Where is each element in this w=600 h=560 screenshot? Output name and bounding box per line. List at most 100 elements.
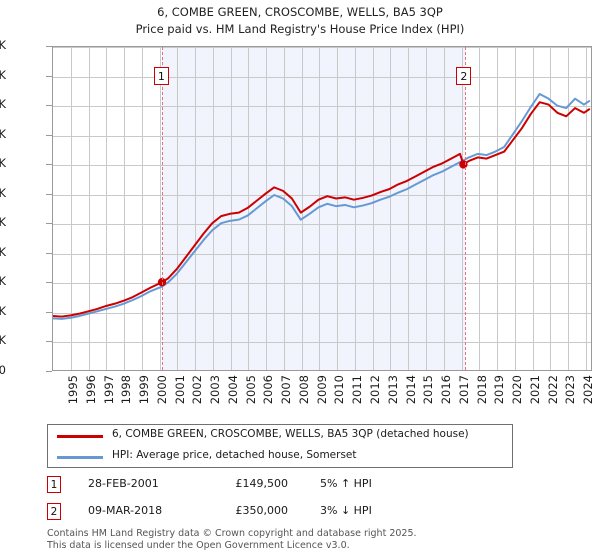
transaction-price-2: £350,000 — [235, 504, 289, 517]
gridline-vertical — [124, 47, 125, 370]
table-row[interactable]: 2 09-MAR-2018 £350,000 3% ↓ HPI — [0, 501, 600, 525]
gridline-vertical — [89, 47, 90, 370]
gridline-vertical — [390, 47, 391, 370]
title-line-1: 6, COMBE GREEN, CROSCOMBE, WELLS, BA5 3Q… — [157, 5, 443, 19]
gridline-horizontal — [53, 106, 591, 107]
x-axis-tick-label: 1999 — [137, 375, 152, 405]
x-axis-tick-label: 2006 — [261, 375, 276, 405]
y-axis-tick-label: £400K — [0, 126, 6, 141]
gridline-vertical — [213, 47, 214, 370]
transaction-price-1: £149,500 — [235, 477, 289, 490]
transaction-point-marker[interactable] — [459, 160, 468, 169]
gridline-horizontal — [53, 136, 591, 137]
table-row[interactable]: 1 28-FEB-2001 £149,500 5% ↑ HPI — [0, 474, 600, 498]
gridline-vertical — [71, 47, 72, 370]
hpi-series-line — [53, 92, 591, 320]
gridline-horizontal — [53, 165, 591, 166]
x-axis-tick-label: 2020 — [510, 375, 525, 405]
y-axis-tick-label: £200K — [0, 244, 6, 259]
y-axis-tick — [46, 75, 52, 77]
x-axis-tick-label: 2015 — [421, 375, 436, 405]
gridline-horizontal — [53, 224, 591, 225]
transaction-vline — [162, 47, 163, 370]
gridline-vertical — [160, 47, 161, 370]
x-axis-tick-label: 2010 — [332, 375, 347, 405]
y-axis-tick-label: £50K — [0, 333, 6, 348]
x-axis-tick-label: 2000 — [154, 375, 169, 405]
gridline-vertical — [284, 47, 285, 370]
transaction-vline — [465, 47, 466, 370]
gridline-horizontal — [53, 77, 591, 78]
y-axis-tick — [46, 46, 52, 47]
gridline-vertical — [142, 47, 143, 370]
x-axis-tick-label: 2014 — [403, 375, 418, 405]
x-axis-tick-label: 2013 — [385, 375, 400, 405]
x-axis-tick-label: 2018 — [474, 375, 489, 405]
chart-callout-badge-2[interactable]: 2 — [456, 67, 472, 85]
gridline-vertical — [195, 47, 196, 370]
legend-swatch-price-paid — [57, 435, 103, 438]
legend-item-hpi: HPI: Average price, detached house, Some… — [48, 446, 512, 468]
gridline-horizontal — [53, 254, 591, 255]
gridline-horizontal — [53, 195, 591, 196]
y-axis-tick — [46, 252, 52, 254]
x-axis-tick-label: 1996 — [83, 375, 98, 405]
gridline-vertical — [497, 47, 498, 370]
transaction-date-1: 28-FEB-2001 — [88, 477, 159, 490]
x-axis-tick-label: 2012 — [367, 375, 382, 405]
gridline-horizontal — [53, 47, 591, 48]
gridline-vertical — [373, 47, 374, 370]
gridline-vertical — [426, 47, 427, 370]
y-axis-tick — [46, 341, 52, 343]
y-axis-tick-label: £150K — [0, 274, 6, 289]
gridline-vertical — [177, 47, 178, 370]
gridline-horizontal — [53, 342, 591, 343]
gridline-vertical — [408, 47, 409, 370]
y-axis-tick — [46, 311, 52, 313]
x-axis-tick-label: 2003 — [208, 375, 223, 405]
x-axis-tick-label: 2004 — [225, 375, 240, 405]
gridline-vertical — [231, 47, 232, 370]
x-axis-tick-label: 2008 — [296, 375, 311, 405]
y-axis-tick-label: £100K — [0, 303, 6, 318]
y-axis-tick-label: £0 — [0, 363, 6, 377]
transaction-markers — [157, 160, 468, 287]
chart-callout-badge-1[interactable]: 1 — [153, 67, 169, 85]
legend-label-hpi: HPI: Average price, detached house, Some… — [112, 449, 357, 461]
y-axis-tick-label: £350K — [0, 156, 6, 171]
gridline-vertical — [106, 47, 107, 370]
y-axis-tick — [46, 164, 52, 166]
transaction-hpi-delta-1: 5% ↑ HPI — [320, 477, 372, 490]
transaction-hpi-delta-2: 3% ↓ HPI — [320, 504, 372, 517]
gridline-vertical — [462, 47, 463, 370]
x-axis-tick-label: 2007 — [279, 375, 294, 405]
x-axis-tick-label: 1997 — [101, 375, 116, 405]
x-axis-tick-label: 1995 — [66, 375, 80, 405]
x-axis-tick-label: 2002 — [190, 375, 205, 405]
gridline-vertical — [337, 47, 338, 370]
gridline-horizontal — [53, 283, 591, 284]
y-axis-tick — [46, 282, 52, 284]
chart-legend: 6, COMBE GREEN, CROSCOMBE, WELLS, BA5 3Q… — [47, 424, 513, 468]
gridline-vertical — [319, 47, 320, 370]
x-axis-tick-label: 2021 — [527, 375, 542, 405]
x-axis-tick-label: 2005 — [243, 375, 258, 405]
ownership-period-shading — [162, 47, 465, 370]
y-axis-tick-label: £300K — [0, 185, 6, 200]
gridline-vertical — [355, 47, 356, 370]
y-axis-tick — [46, 223, 52, 225]
legend-swatch-hpi — [57, 456, 103, 459]
attribution-footer: Contains HM Land Registry data © Crown c… — [47, 528, 587, 552]
x-axis-tick-label: 1998 — [119, 375, 134, 405]
gridline-vertical — [568, 47, 569, 370]
transaction-badge-2: 2 — [47, 503, 61, 520]
legend-item-price-paid: 6, COMBE GREEN, CROSCOMBE, WELLS, BA5 3Q… — [48, 425, 512, 447]
gridline-vertical — [444, 47, 445, 370]
chart-plot-area[interactable] — [52, 46, 592, 371]
x-axis-tick-label: 2001 — [172, 375, 187, 405]
gridline-vertical — [533, 47, 534, 370]
y-axis-tick — [46, 105, 52, 107]
chart-series-svg — [53, 92, 591, 320]
transaction-badge-1: 1 — [47, 476, 61, 493]
y-axis-tick-label: £550K — [0, 38, 6, 52]
